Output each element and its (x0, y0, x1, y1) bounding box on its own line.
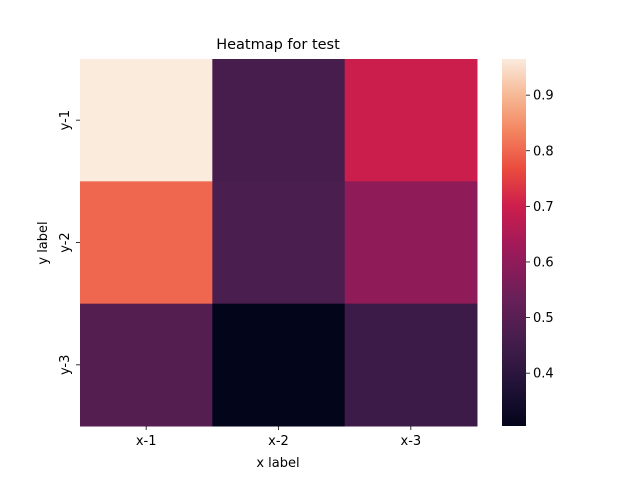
colorbar-ticks: 0.4 0.5 0.6 0.7 0.8 0.9 (526, 89, 554, 382)
heatmap-cell-y-3-x-2 (212, 303, 346, 427)
x-axis-label: x label (256, 456, 299, 471)
heatmap-cell-y-1-x-2 (212, 59, 346, 182)
x-axis-ticks: x-1 x-2 x-3 (136, 426, 421, 449)
colorbar-tick-label: 0.7 (533, 200, 554, 215)
colorbar-tick-label: 0.9 (533, 89, 554, 104)
colorbar-tick-label: 0.5 (533, 311, 554, 326)
x-tick-label: x-2 (268, 434, 289, 449)
y-axis-ticks: y-1 y-2 y-3 (58, 110, 80, 375)
x-tick-label: x-3 (401, 434, 422, 449)
y-tick-label: y-2 (58, 232, 73, 252)
heatmap-cell-y-2-x-2 (212, 181, 346, 305)
heatmap-cell-y-1-x-1 (80, 59, 213, 182)
heatmap-cell-y-3-x-1 (80, 303, 213, 427)
heatmap-cell-y-3-x-3 (344, 303, 478, 427)
colorbar (502, 59, 526, 426)
heatmap-cell-y-1-x-3 (344, 59, 478, 182)
heatmap-cell-y-2-x-3 (344, 181, 478, 305)
colorbar-tick-label: 0.6 (533, 255, 554, 270)
colorbar-tick-label: 0.4 (533, 367, 554, 382)
y-tick-label: y-1 (58, 110, 73, 130)
chart-title: Heatmap for test (216, 37, 340, 53)
heatmap-cells (80, 59, 478, 427)
y-tick-label: y-3 (58, 355, 73, 375)
colorbar-tick-label: 0.8 (533, 144, 554, 159)
y-axis-label: y label (36, 221, 51, 264)
x-tick-label: x-1 (136, 434, 157, 449)
heatmap-cell-y-2-x-1 (80, 181, 213, 305)
